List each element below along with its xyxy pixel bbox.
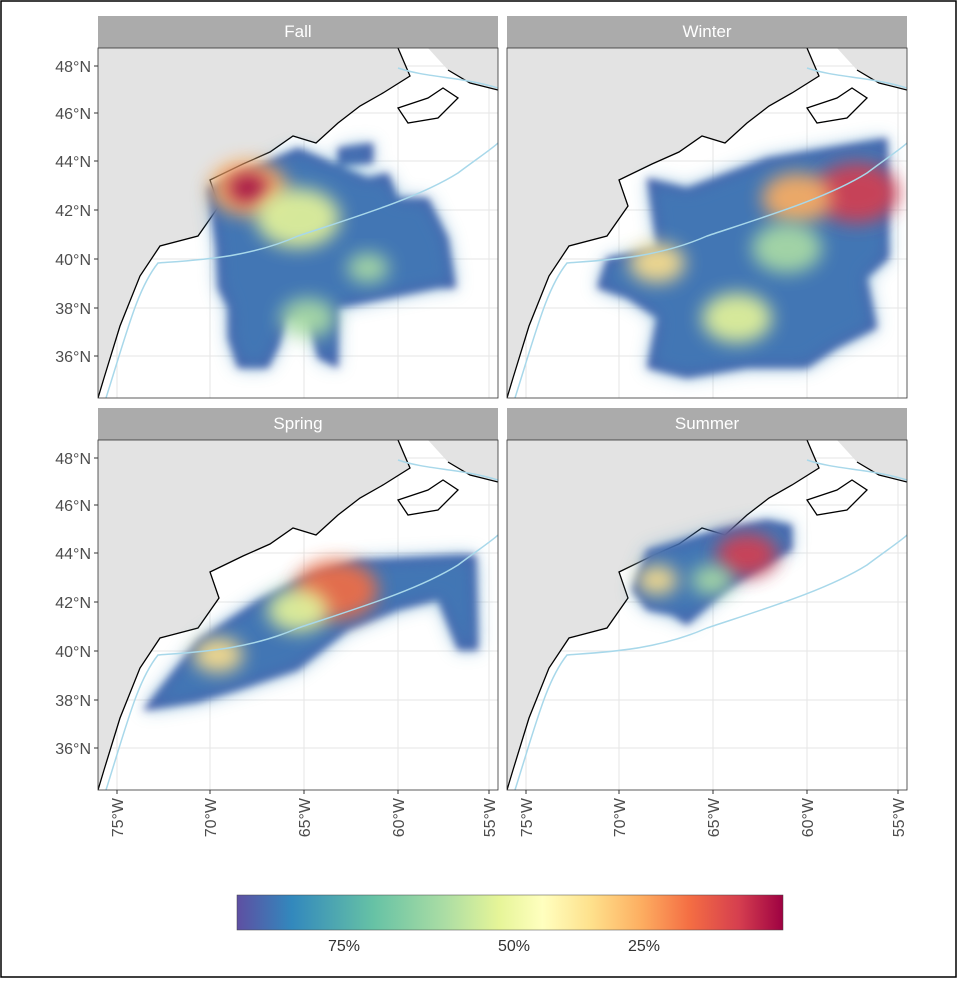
x-tick-label: 75°W [110, 797, 127, 837]
density-spot [752, 223, 822, 273]
panel-title: Fall [284, 22, 311, 41]
coastline [507, 48, 907, 398]
y-tick-label: 40°N [55, 644, 91, 661]
density-spot [256, 188, 340, 248]
x-tick-label: 60°W [800, 797, 817, 837]
map-panel [507, 48, 907, 398]
shelf-line [105, 67, 498, 398]
panel-title: Summer [675, 414, 740, 433]
panel-title: Spring [273, 414, 322, 433]
density-spot [267, 588, 329, 632]
map-panel [507, 440, 907, 790]
coastline [98, 440, 498, 790]
density-spot [629, 243, 685, 283]
density-spot [347, 253, 389, 283]
panel-border [506, 47, 908, 399]
panel-strip [98, 16, 498, 48]
map-panel [98, 440, 498, 790]
x-tick-label: 55°W [482, 797, 499, 837]
panel-border [506, 439, 908, 791]
y-tick-label: 36°N [55, 349, 91, 366]
density-spot [280, 298, 336, 338]
y-tick-label: 38°N [55, 693, 91, 710]
y-tick-label: 46°N [55, 498, 91, 515]
y-tick-label: 42°N [55, 595, 91, 612]
density-spot [192, 637, 244, 673]
y-tick-label: 36°N [55, 741, 91, 758]
x-tick-label: 70°W [612, 797, 629, 837]
y-tick-label: 48°N [55, 59, 91, 76]
y-tick-label: 40°N [55, 252, 91, 269]
density-spot [636, 565, 678, 595]
panel-strip [507, 16, 907, 48]
y-tick-label: 44°N [55, 154, 91, 171]
y-tick-label: 44°N [55, 546, 91, 563]
density-spot [716, 533, 778, 577]
shelf-line [514, 67, 907, 398]
y-tick-label: 46°N [55, 106, 91, 123]
y-tick-label: 48°N [55, 451, 91, 468]
colorbar [236, 894, 784, 931]
y-tick-label: 42°N [55, 203, 91, 220]
x-tick-label: 75°W [519, 797, 536, 837]
shelf-line [514, 459, 907, 790]
x-tick-label: 70°W [203, 797, 220, 837]
density-spot [762, 173, 832, 223]
legend-label: 50% [498, 938, 530, 955]
density-spot [691, 565, 733, 595]
shelf-line [105, 459, 498, 790]
x-tick-label: 65°W [297, 797, 314, 837]
x-tick-label: 55°W [891, 797, 908, 837]
panel-title: Winter [682, 22, 731, 41]
density-spot [815, 163, 899, 223]
legend-label: 75% [328, 938, 360, 955]
density-spot [228, 174, 268, 202]
panel-strip [98, 408, 498, 440]
panel-border [97, 439, 499, 791]
x-tick-label: 65°W [706, 797, 723, 837]
panel-border [97, 47, 499, 399]
land [98, 440, 498, 790]
legend-label: 25% [628, 938, 660, 955]
y-tick-label: 38°N [55, 301, 91, 318]
land [507, 440, 907, 790]
x-tick-label: 60°W [391, 797, 408, 837]
land [98, 48, 498, 398]
density-spot [702, 293, 772, 343]
panel-strip [507, 408, 907, 440]
map-panel [98, 48, 498, 398]
land [507, 48, 907, 398]
